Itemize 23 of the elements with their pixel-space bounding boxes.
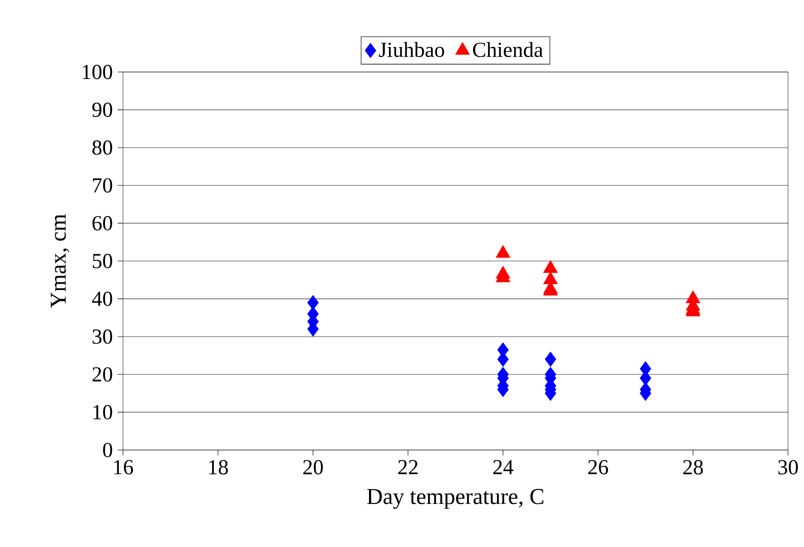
- x-axis-title: Day temperature, C: [367, 488, 544, 509]
- y-tick-label: 30: [92, 329, 112, 344]
- y-tick-label: 50: [92, 254, 112, 268]
- y-tick-label: 20: [92, 367, 112, 382]
- x-tick-label: 20: [303, 460, 323, 474]
- legend-label: Jiuhbao: [379, 42, 444, 58]
- legend-label: Chienda: [473, 42, 543, 58]
- y-axis-title: Ymax, cm: [50, 214, 70, 308]
- y-tick-label: 90: [92, 102, 112, 117]
- x-tick-label: 16: [114, 460, 134, 474]
- y-tick-label: 70: [93, 178, 112, 193]
- y-tick-label: 40: [92, 292, 112, 306]
- y-tick-label: 80: [92, 140, 112, 155]
- x-tick-label: 18: [209, 460, 228, 474]
- y-tick-label: 60: [92, 216, 112, 230]
- y-tick-label: 100: [82, 64, 112, 80]
- x-tick-label: 22: [398, 460, 418, 474]
- y-tick-label: 0: [103, 442, 112, 458]
- x-tick-label: 26: [588, 460, 608, 474]
- x-tick-label: 30: [778, 460, 798, 474]
- y-tick-label: 10: [94, 405, 112, 420]
- x-tick-label: 28: [683, 460, 703, 474]
- x-tick-label: 24: [493, 460, 514, 474]
